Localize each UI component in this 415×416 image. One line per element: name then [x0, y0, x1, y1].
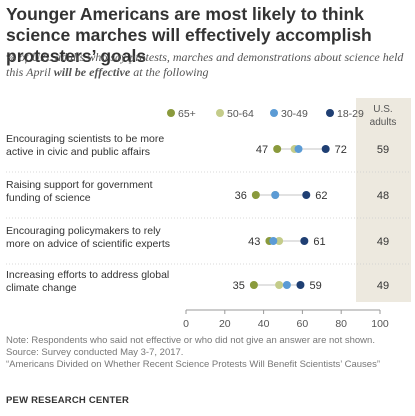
legend-label: 50-64: [227, 108, 254, 120]
total-value: 49: [377, 236, 389, 248]
subtitle-text: % of U.S. adults who say protests, march…: [6, 50, 404, 79]
total-column-background: [356, 98, 411, 302]
data-label: 61: [313, 236, 325, 248]
legend-swatch: [216, 109, 224, 117]
legend-label: 65+: [178, 108, 196, 120]
category-label: Raising support for government: [6, 179, 153, 191]
chart-notes: Note: Respondents who said not effective…: [6, 335, 411, 371]
data-point: [271, 191, 280, 199]
data-point: [321, 145, 330, 153]
data-point: [275, 281, 284, 289]
x-tick-label: 100: [371, 318, 389, 330]
chart-title: Younger Americans are most likely to thi…: [6, 4, 372, 66]
category-label: more on advice of scientific experts: [6, 238, 170, 250]
note-line: Note: Respondents who said not effective…: [6, 335, 375, 346]
category-label: climate change: [6, 282, 77, 294]
x-tick-label: 80: [335, 318, 347, 330]
x-tick-label: 40: [258, 318, 270, 330]
x-tick-label: 20: [219, 318, 231, 330]
x-tick-label: 0: [183, 318, 189, 330]
category-label: Encouraging policymakers to rely: [6, 225, 161, 237]
total-value: 49: [377, 280, 389, 292]
chart-subtitle: % of U.S. adults who say protests, march…: [6, 50, 406, 80]
total-value: 59: [377, 144, 389, 156]
total-column-header: adults: [370, 117, 397, 128]
category-label: active in civic and public affairs: [6, 146, 150, 158]
data-label: 36: [235, 190, 247, 202]
category-label: Encouraging scientists to be more: [6, 133, 164, 145]
source-line: Source: Survey conducted May 3-7, 2017.: [6, 347, 184, 358]
data-point: [273, 145, 282, 153]
data-point: [302, 191, 311, 199]
legend-swatch: [167, 109, 175, 117]
data-point: [275, 237, 284, 245]
legend-swatch: [326, 109, 334, 117]
data-label: 72: [335, 144, 347, 156]
data-point: [294, 145, 303, 153]
source-organization: PEW RESEARCH CENTER: [6, 395, 130, 406]
legend-label: 30-49: [281, 108, 308, 120]
total-value: 48: [377, 190, 389, 202]
data-label: 62: [315, 190, 327, 202]
category-label: Increasing efforts to address global: [6, 269, 169, 281]
subtitle-bold-text: will be effective: [53, 65, 131, 79]
category-label: funding of science: [6, 192, 91, 204]
data-point: [296, 281, 305, 289]
subtitle-text-end: at the following: [130, 65, 209, 79]
report-title-line: “Americans Divided on Whether Recent Sci…: [6, 359, 380, 370]
data-point: [249, 281, 258, 289]
data-point: [300, 237, 309, 245]
data-point: [251, 191, 260, 199]
x-tick-label: 60: [297, 318, 309, 330]
total-column-header: U.S.: [373, 104, 392, 115]
data-label: 43: [248, 236, 260, 248]
data-point: [269, 237, 278, 245]
data-point: [282, 281, 291, 289]
legend-label: 18-29: [337, 108, 364, 120]
data-label: 59: [309, 280, 321, 292]
legend-swatch: [270, 109, 278, 117]
data-label: 47: [256, 144, 268, 156]
data-label: 35: [233, 280, 245, 292]
